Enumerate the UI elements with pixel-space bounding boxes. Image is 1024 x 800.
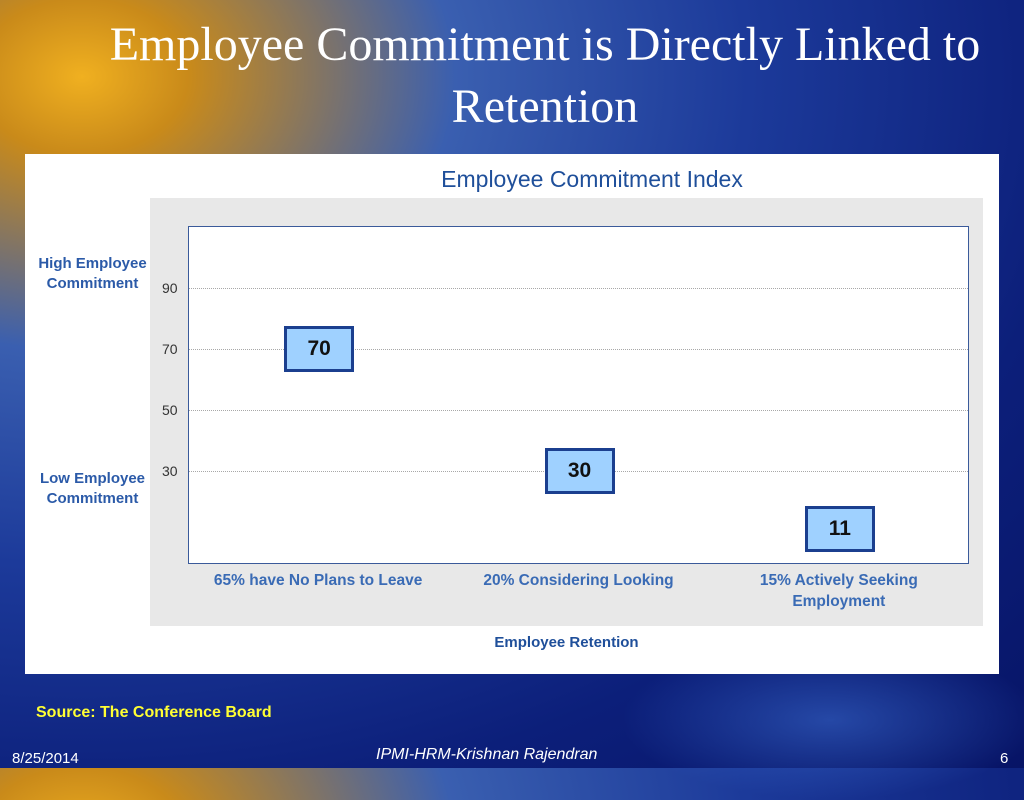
gridline-50 [189,410,968,412]
source-note: Source: The Conference Board [36,704,272,721]
x-tick-label: 20% Considering Looking [483,572,674,589]
y-tick-label: 70 [162,341,178,358]
x-tick-label: 65% have No Plans to Leave [213,572,423,589]
page-number: 6 [1000,750,1009,767]
x-axis-label: Employee Retention [494,634,639,651]
data-point-3: 11 [804,506,875,553]
y-tick-label: 50 [162,402,178,419]
slide-title: Employee Commitment is Directly Linked t… [109,18,981,133]
y-tick-label: 90 [162,280,178,297]
plot-area: 70 30 11 [188,226,969,564]
chart-panel: Employee Commitment Index High Employee … [25,154,999,674]
data-point-2: 30 [544,448,615,495]
gridline-70 [189,349,968,351]
x-tick-label: 15% Actively Seeking Employment [759,572,918,610]
low-commitment-label: Low Employee Commitment [39,470,146,507]
y-tick-label: 30 [162,463,178,480]
footer-date: 8/25/2014 [12,750,79,767]
high-commitment-label: High Employee Commitment [38,255,147,292]
chart-title: Employee Commitment Index [441,166,743,192]
gridline-90 [189,288,968,290]
data-point-1: 70 [284,326,355,373]
footer-author: IPMI-HRM-Krishnan Rajendran [376,746,598,763]
